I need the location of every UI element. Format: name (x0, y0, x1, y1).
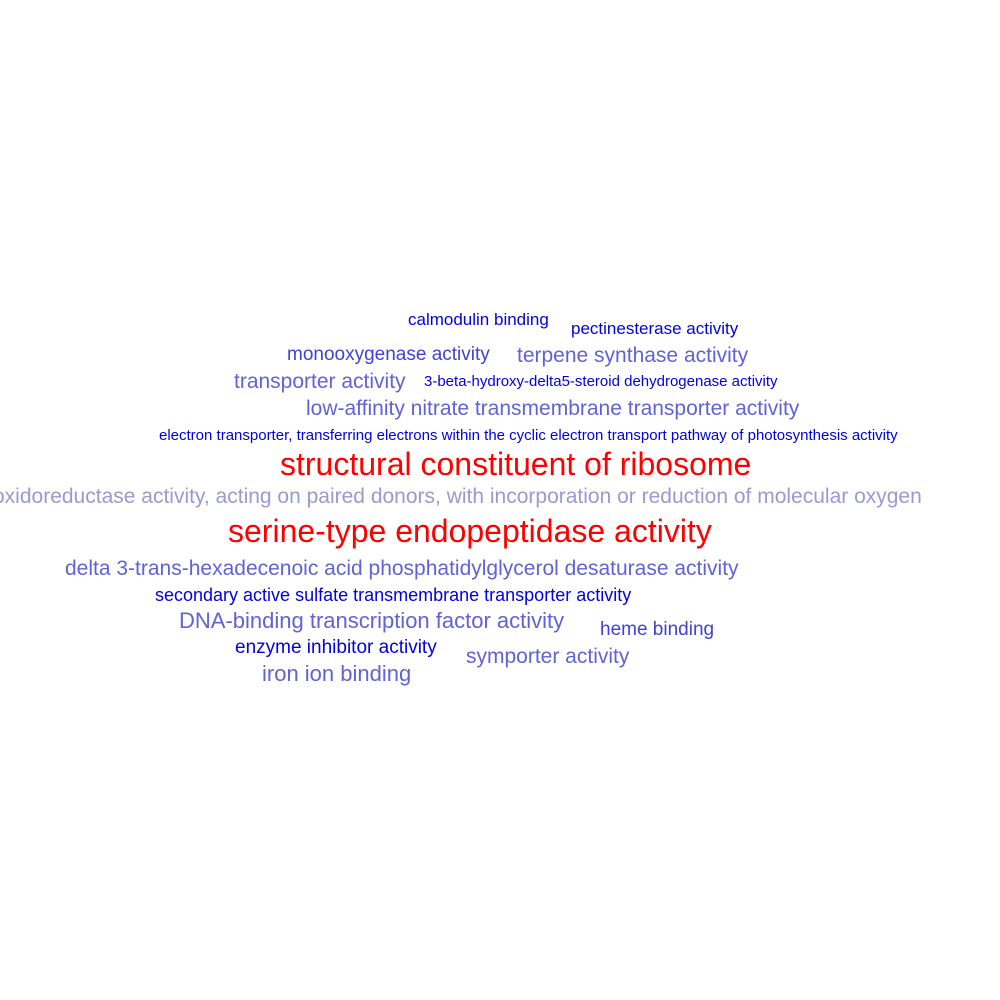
term-structural-constituent-of-ribosome: structural constituent of ribosome (280, 446, 752, 482)
term-iron-ion-binding: iron ion binding (262, 661, 412, 686)
term-electron-transporter: electron transporter, transferring elect… (159, 427, 898, 444)
term-transporter-activity: transporter activity (234, 370, 406, 393)
term-dna-binding-transcription-factor-activity: DNA-binding transcription factor activit… (179, 608, 565, 633)
term-low-affinity-nitrate-transmembrane-transporter-activity: low-affinity nitrate transmembrane trans… (306, 397, 800, 420)
term-monooxygenase-activity: monooxygenase activity (287, 344, 490, 365)
term-secondary-active-sulfate-transporter: secondary active sulfate transmembrane t… (155, 585, 632, 605)
term-delta-3-trans-hexadecenoic-acid: delta 3-trans-hexadecenoic acid phosphat… (65, 557, 739, 580)
term-oxidoreductase-activity: oxidoreductase activity, acting on paire… (0, 485, 922, 508)
term-enzyme-inhibitor-activity: enzyme inhibitor activity (235, 637, 437, 658)
term-terpene-synthase-activity: terpene synthase activity (517, 344, 749, 367)
term-3-beta-hydroxy-delta5-steroid-dehydrogenase-activity: 3-beta-hydroxy-delta5-steroid dehydrogen… (424, 373, 778, 390)
term-pectinesterase-activity: pectinesterase activity (571, 319, 739, 338)
term-heme-binding: heme binding (600, 619, 715, 640)
term-symporter-activity: symporter activity (466, 645, 630, 668)
term-calmodulin-binding: calmodulin binding (408, 310, 549, 329)
term-serine-type-endopeptidase-activity: serine-type endopeptidase activity (228, 513, 712, 549)
